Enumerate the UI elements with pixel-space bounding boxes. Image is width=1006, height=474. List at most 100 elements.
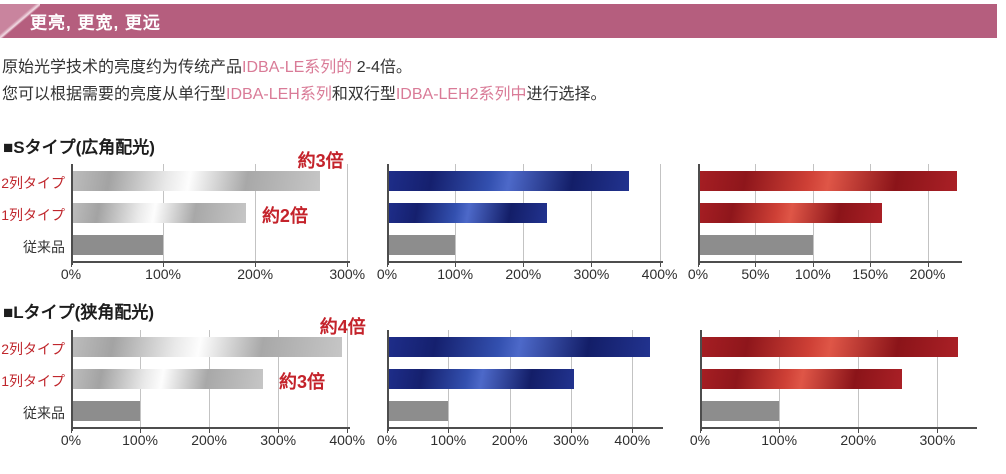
product-series-name: IDBA-LEH2系列中 — [395, 86, 527, 103]
x-tick-mark — [209, 428, 211, 433]
bar-1列タイプ — [73, 369, 263, 389]
x-tick-mark — [700, 428, 701, 433]
x-tick-mark — [632, 428, 634, 433]
x-tick-mark — [927, 262, 929, 267]
x-tick-mark — [812, 262, 814, 267]
x-axis-line — [387, 427, 663, 429]
x-axis-line — [71, 427, 350, 429]
x-axis-line — [698, 261, 962, 263]
section-header-s-type: ■Sタイプ(広角配光) — [3, 138, 155, 157]
y-axis-line — [71, 164, 73, 265]
x-tick-label: 300% — [260, 432, 297, 448]
x-tick-mark — [509, 428, 511, 433]
bar-1列タイプ — [702, 369, 902, 389]
header-banner: 更亮, 更宽, 更远 — [0, 4, 997, 38]
intro-text-segment: 您可以根据需要的亮度从单行型 — [2, 86, 227, 103]
category-label: 従来品 — [23, 405, 65, 421]
gridline — [927, 164, 929, 261]
intro-text-segment: 原始光学技术的亮度约为传统产品 — [2, 59, 243, 76]
gridline — [255, 164, 257, 261]
category-label: 2列タイプ — [1, 341, 65, 357]
bar-1列タイプ — [389, 369, 575, 389]
x-tick-mark — [591, 262, 593, 267]
x-axis-line — [387, 261, 663, 263]
bar-2列タイプ — [389, 171, 629, 191]
bar-従来品 — [389, 401, 449, 421]
x-tick-mark — [448, 428, 450, 433]
bar-従来品 — [700, 235, 813, 255]
gridline — [278, 330, 280, 427]
gridline — [591, 164, 593, 261]
chart-l-type-silver: 0% 100% 200% 300% 400% 2列タイプ 1列タイプ 従来品 約4倍 約3倍 — [1, 317, 366, 448]
x-tick-mark — [140, 428, 142, 433]
x-tick-mark — [347, 262, 349, 267]
bar-2列タイプ — [702, 337, 958, 357]
section-header-l-type: ■Lタイプ(狭角配光) — [3, 303, 154, 322]
x-tick-label: 300% — [553, 432, 589, 448]
x-tick-label: 100% — [437, 266, 474, 282]
x-tick-label: 0% — [376, 266, 398, 282]
chart-s-type-silver: 0% 100% 200% 300% 2列タイプ 1列タイプ 従来品 約3倍 約2倍 — [1, 151, 365, 282]
y-axis-line — [71, 330, 73, 431]
x-tick-label: 0% — [687, 266, 709, 282]
x-tick-label: 200% — [840, 432, 877, 448]
x-tick-label: 100% — [430, 432, 467, 448]
bar-2列タイプ — [73, 337, 342, 357]
chart-s-type-red: 0% 50% 100% 150% 200% — [688, 164, 962, 282]
x-tick-mark — [387, 428, 388, 433]
y-axis-line — [698, 164, 700, 265]
annotation: 約2倍 — [261, 206, 308, 226]
x-tick-label: 300% — [573, 266, 610, 282]
x-tick-label: 0% — [60, 266, 82, 282]
banner-corner-decoration — [0, 4, 40, 38]
bar-1列タイプ — [389, 203, 548, 223]
x-tick-label: 400% — [641, 266, 678, 282]
x-tick-label: 200% — [491, 432, 528, 448]
chart-s-type-blue: 0% 100% 200% 300% 400% — [377, 164, 677, 282]
x-tick-mark — [163, 262, 165, 267]
gridline — [347, 164, 349, 261]
gridline — [937, 330, 939, 427]
product-series-name: IDBA-LE系列的 — [242, 59, 353, 76]
bar-従来品 — [73, 401, 141, 421]
x-tick-label: 300% — [919, 432, 956, 448]
bar-2列タイプ — [389, 337, 650, 357]
banner-title: 更亮, 更宽, 更远 — [30, 13, 161, 33]
y-axis-line — [387, 164, 389, 265]
intro-text-segment: 进行选择。 — [526, 86, 607, 103]
x-tick-mark — [755, 262, 757, 267]
x-tick-mark — [698, 262, 699, 267]
x-tick-mark — [870, 262, 872, 267]
x-axis-line — [700, 427, 977, 429]
x-tick-label: 100% — [761, 432, 798, 448]
x-tick-mark — [779, 428, 781, 433]
bar-2列タイプ — [700, 171, 958, 191]
x-tick-mark — [347, 428, 349, 433]
bar-従来品 — [702, 401, 780, 421]
product-series-name: IDBA-LEH系列 — [226, 86, 332, 103]
intro-line-2: 您可以根据需要的亮度从单行型IDBA-LEH系列和双行型IDBA-LEH2系列中… — [2, 85, 607, 105]
x-tick-mark — [571, 428, 572, 433]
x-tick-label: 50% — [741, 266, 770, 282]
x-tick-label: 0% — [689, 432, 711, 448]
x-tick-mark — [937, 428, 939, 433]
x-tick-mark — [387, 262, 388, 267]
gridline — [347, 330, 349, 427]
category-label: 従来品 — [23, 239, 65, 255]
x-tick-label: 0% — [376, 432, 398, 448]
x-tick-label: 200% — [909, 266, 946, 282]
x-tick-mark — [278, 428, 280, 433]
x-tick-label: 100% — [794, 266, 831, 282]
chart-l-type-red: 0% 100% 200% 300% — [690, 330, 977, 448]
x-tick-label: 100% — [145, 266, 181, 282]
intro-text-segment: 2-4倍。 — [352, 59, 412, 76]
bar-従来品 — [389, 235, 456, 255]
gridline — [659, 164, 661, 261]
x-tick-label: 300% — [329, 266, 366, 282]
intro-text-segment: 和双行型 — [331, 86, 396, 103]
x-tick-label: 400% — [329, 432, 366, 448]
annotation: 約4倍 — [319, 317, 366, 337]
x-tick-label: 400% — [614, 432, 651, 448]
x-tick-mark — [659, 262, 661, 267]
